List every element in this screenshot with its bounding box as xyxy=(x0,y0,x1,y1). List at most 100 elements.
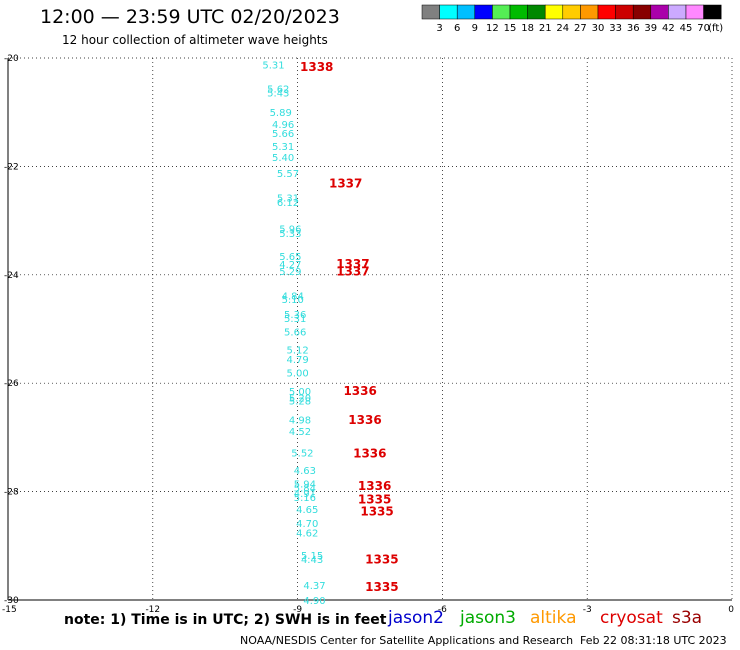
legend-swatch xyxy=(509,4,528,20)
time-label: 1336 xyxy=(353,447,386,461)
time-label: 1335 xyxy=(358,493,391,507)
footer-note: note: 1) Time is in UTC; 2) SWH is in fe… xyxy=(64,612,387,628)
swh-value-label: 5.15 xyxy=(301,551,323,562)
time-label: 1337 xyxy=(329,177,362,191)
swh-value-label: 4.37 xyxy=(303,581,325,592)
legend-label: 70 xyxy=(697,23,710,34)
swh-value-label: 5.31 xyxy=(272,142,294,153)
time-label: 1336 xyxy=(348,413,381,427)
legend-swatch xyxy=(580,4,599,20)
legend-swatch xyxy=(439,4,458,20)
legend-label: 12 xyxy=(486,23,499,34)
swh-value-label: 4.98 xyxy=(289,416,311,427)
y-tick-label: -30 xyxy=(4,596,19,606)
swh-value-label: 5.33 xyxy=(279,229,301,240)
satellite-label-cryosat: cryosat xyxy=(600,608,663,628)
swh-value-label: 5.66 xyxy=(272,129,294,140)
swh-value-label: 5.31 xyxy=(284,314,306,325)
timestamp: Feb 22 08:31:18 UTC 2023 xyxy=(580,634,727,647)
swh-value-label: 4.96 xyxy=(272,120,294,131)
time-label: 1336 xyxy=(358,479,391,493)
satellite-label-jason3: jason3 xyxy=(460,608,516,628)
legend-swatch xyxy=(421,4,440,20)
swh-value-label: 5.40 xyxy=(272,153,294,164)
legend-swatch xyxy=(668,4,687,20)
swh-value-label: 5.96 xyxy=(279,225,301,236)
page-title: 12:00 — 23:59 UTC 02/20/2023 xyxy=(40,6,340,28)
swh-value-label: 5.20 xyxy=(289,393,311,404)
legend-swatch xyxy=(492,4,511,20)
swh-value-label: 4.90 xyxy=(303,596,325,607)
legend-unit: (ft) xyxy=(708,23,723,34)
swh-value-label: 5.84 xyxy=(294,483,316,494)
swh-value-label: 4.91 xyxy=(294,489,316,500)
legend-label: 24 xyxy=(556,23,569,34)
legend-label: 45 xyxy=(680,23,693,34)
time-label: 1335 xyxy=(360,505,393,519)
swh-value-label: 4.43 xyxy=(301,555,323,566)
x-tick-label: -6 xyxy=(438,605,447,615)
swh-value-label: 4.84 xyxy=(282,291,304,302)
swh-value-label: 5.10 xyxy=(282,295,304,306)
time-label: 1335 xyxy=(365,552,398,566)
swh-value-label: 5.12 xyxy=(286,346,308,357)
page-subtitle: 12 hour collection of altimeter wave hei… xyxy=(62,33,328,47)
chart-axes xyxy=(7,58,732,601)
swh-value-label: 5.43 xyxy=(267,89,289,100)
swh-value-label: 5.94 xyxy=(294,479,316,490)
satellite-label-jason2: jason2 xyxy=(388,608,444,628)
swh-value-label: 5.28 xyxy=(289,397,311,408)
swh-value-label: 4.52 xyxy=(289,427,311,438)
swh-value-label: 5.31 xyxy=(277,193,299,204)
legend-swatch xyxy=(597,4,616,20)
y-tick-label: -28 xyxy=(4,488,19,498)
swh-value-label: 5.57 xyxy=(277,169,299,180)
x-tick-label: -15 xyxy=(2,605,17,615)
legend-swatch xyxy=(474,4,493,20)
time-label: 1337 xyxy=(336,257,369,271)
swh-value-label: 5.89 xyxy=(270,108,292,119)
swh-value-label: 6.12 xyxy=(277,198,299,209)
time-label: 1335 xyxy=(365,580,398,594)
time-label: 1338 xyxy=(300,60,333,74)
legend-label: 3 xyxy=(436,23,442,34)
legend-label: 27 xyxy=(574,23,587,34)
legend-label: 18 xyxy=(521,23,534,34)
swh-value-label: 5.62 xyxy=(267,84,289,95)
legend-label: 39 xyxy=(644,23,657,34)
chart-grid xyxy=(8,57,733,600)
legend-label: 15 xyxy=(504,23,517,34)
swh-value-label: 4.62 xyxy=(296,528,318,539)
color-legend: 3 6 9 12 15 18 21 24 27 30 33 36 39 42 45 70(ft) xyxy=(421,4,723,34)
y-tick-label: -24 xyxy=(4,271,19,281)
y-tick-label: -20 xyxy=(4,54,19,64)
legend-swatch xyxy=(703,4,722,20)
y-tick-label: -26 xyxy=(4,379,19,389)
legend-swatch xyxy=(650,4,669,20)
y-tick-label: -22 xyxy=(4,162,19,172)
x-tick-label: 0 xyxy=(728,605,734,615)
swh-value-label: 5.31 xyxy=(262,61,284,72)
swh-value-label: 5.36 xyxy=(284,310,306,321)
swh-value-label: 5.52 xyxy=(291,449,313,460)
legend-swatch xyxy=(456,4,476,20)
legend-label: 9 xyxy=(472,23,478,34)
legend-swatch xyxy=(685,4,704,20)
legend-label: 21 xyxy=(539,23,552,34)
legend-swatch xyxy=(562,4,581,20)
swh-value-label: 5.29 xyxy=(279,267,301,278)
satellite-label-altika: altika xyxy=(530,608,577,628)
legend-label: 30 xyxy=(592,23,605,34)
swh-value-label: 5.16 xyxy=(294,493,316,504)
legend-swatch xyxy=(632,4,652,20)
credit-line: NOAA/NESDIS Center for Satellite Applica… xyxy=(240,634,574,647)
swh-value-label: 5.00 xyxy=(289,387,311,398)
swh-value-label: 5.00 xyxy=(286,368,308,379)
tick-labels: -15 -12 -9 -6 -3 0-20-22-24-26-28-30 xyxy=(2,54,734,615)
legend-label: 42 xyxy=(662,23,675,34)
x-tick-label: -9 xyxy=(293,605,302,615)
swh-value-label: 4.65 xyxy=(296,505,318,516)
legend-swatch xyxy=(527,4,546,20)
